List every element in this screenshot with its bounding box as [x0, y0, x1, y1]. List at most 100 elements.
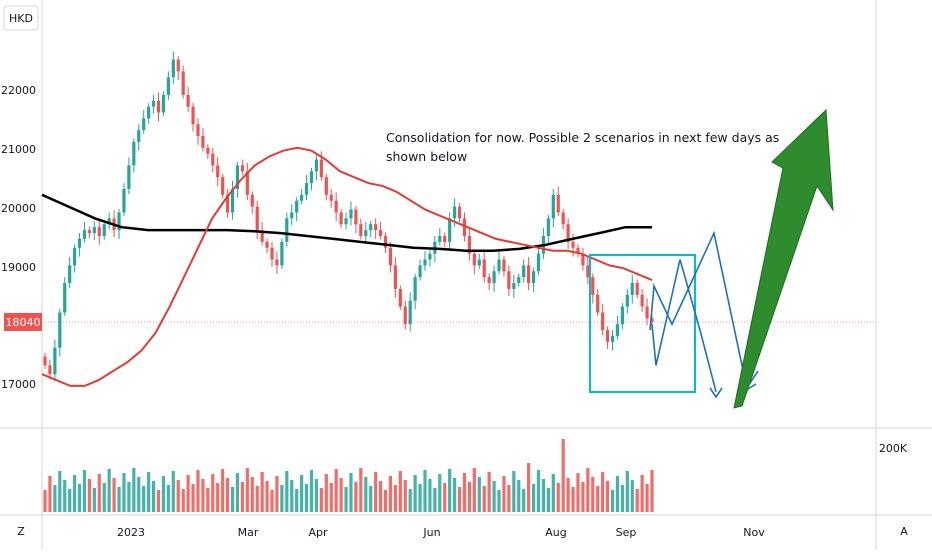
currency-badge[interactable]: HKD: [3, 5, 39, 31]
volume-bar: [240, 482, 244, 512]
volume-bars: [43, 439, 654, 512]
candle-body: [502, 259, 506, 272]
volume-bar: [151, 481, 156, 512]
candle-body: [280, 241, 284, 266]
candle-body: [393, 265, 397, 289]
volume-bar: [87, 479, 92, 512]
candle-body: [527, 265, 531, 284]
candle-body: [240, 165, 244, 172]
candle-body: [546, 218, 550, 236]
volume-bar: [166, 485, 170, 512]
volume-bar: [290, 480, 294, 512]
candle-body: [107, 218, 111, 225]
candle-body: [97, 227, 101, 236]
candle-body: [92, 227, 96, 234]
volume-bar: [457, 487, 462, 512]
candle-body: [216, 165, 220, 178]
candle-body: [531, 271, 536, 284]
price-tick-17000: 17000: [1, 378, 36, 391]
volume-bar: [596, 486, 600, 512]
volume-bar: [161, 476, 166, 512]
candle-body: [171, 59, 175, 78]
volume-bar: [77, 484, 82, 512]
candle-body: [403, 306, 407, 325]
volume-bar: [265, 481, 269, 512]
volume-bar: [423, 470, 427, 512]
candle-body: [605, 330, 610, 342]
volume-bar: [522, 489, 526, 512]
volume-bar: [230, 487, 235, 512]
candle-body: [206, 147, 210, 154]
time-label-aug: Aug: [545, 526, 566, 539]
volume-bar: [314, 479, 319, 512]
volume-bar: [58, 471, 62, 512]
volume-bar: [586, 468, 590, 512]
candle-body: [615, 324, 620, 336]
candle-body: [225, 194, 230, 213]
candle-body: [640, 294, 644, 307]
volume-bar: [186, 475, 190, 512]
candle-body: [176, 59, 180, 72]
candle-body: [378, 230, 383, 236]
candle-body: [87, 230, 92, 234]
volume-bar: [117, 487, 121, 512]
volume-bar: [467, 482, 472, 512]
candle-body: [77, 238, 82, 248]
volume-bar: [438, 474, 442, 512]
candle-body: [472, 253, 476, 266]
last-price-label: 18040: [6, 316, 41, 329]
volume-bar: [43, 490, 47, 512]
annotation-line-1: Consolidation for now. Possible 2 scenar…: [386, 130, 779, 145]
candle-body: [625, 294, 629, 307]
candle-body: [181, 71, 185, 95]
candle-body: [196, 124, 200, 137]
volume-bar: [324, 474, 328, 512]
volume-bar: [171, 471, 175, 512]
candle-body: [408, 300, 412, 325]
candle-body: [487, 277, 491, 284]
volume-bar: [112, 478, 116, 512]
candle-body: [122, 188, 126, 213]
volume-bar: [300, 475, 304, 512]
candle-body: [191, 106, 195, 125]
volume-bar: [211, 474, 215, 512]
candle-body: [601, 312, 605, 331]
volume-bar: [453, 478, 457, 512]
volume-bar: [630, 480, 634, 512]
ma200-line: [41, 193, 652, 252]
time-label-jun: Jun: [422, 526, 440, 539]
candle-body: [142, 118, 146, 131]
volume-bar: [53, 485, 57, 512]
candle-body: [359, 224, 363, 236]
candle-body: [467, 236, 472, 254]
volume-bar: [462, 473, 467, 512]
candle-body: [151, 100, 156, 107]
volume-bar: [255, 486, 259, 512]
candle-body: [137, 130, 141, 142]
zoom-button[interactable]: Z: [17, 525, 25, 538]
volume-bar: [221, 469, 225, 512]
candle-body: [324, 177, 328, 195]
candle-body: [364, 230, 368, 236]
candle-body: [477, 259, 481, 266]
candle-body: [161, 94, 166, 113]
candle-body: [462, 218, 467, 236]
candle-body: [48, 365, 52, 375]
volume-bar: [280, 485, 284, 512]
volume-bar: [225, 478, 230, 512]
candle-body: [635, 283, 639, 295]
auto-scale-button[interactable]: A: [900, 525, 908, 538]
volume-bar: [477, 477, 481, 512]
candle-body: [497, 259, 501, 272]
volume-bar: [191, 484, 195, 512]
candle-body: [255, 206, 259, 231]
bullish-arrow: [733, 108, 834, 409]
volume-bar: [319, 488, 323, 512]
candle-body: [270, 247, 274, 260]
candle-body: [102, 224, 106, 236]
candle-body: [63, 283, 67, 313]
time-label-sep: Sep: [616, 526, 637, 539]
volume-bar: [142, 486, 146, 512]
volume-axis-label: 200K: [879, 442, 908, 455]
volume-bar: [206, 488, 210, 512]
